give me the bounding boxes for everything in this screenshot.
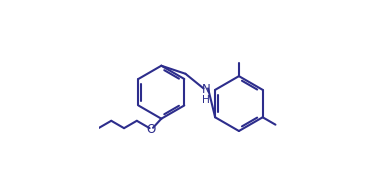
- Text: N: N: [201, 83, 210, 96]
- Text: H: H: [202, 95, 210, 105]
- Text: O: O: [147, 123, 156, 136]
